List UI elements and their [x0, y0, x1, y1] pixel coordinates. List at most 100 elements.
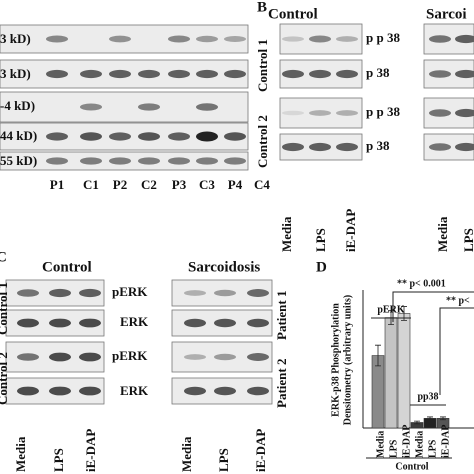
bar [371, 355, 385, 429]
panel-label: B [257, 0, 267, 15]
blot-band [80, 103, 102, 111]
blot-band [455, 108, 474, 118]
blot-band [455, 34, 474, 44]
significance-bracket [392, 291, 474, 322]
blot-band [138, 69, 160, 79]
blot-band [282, 142, 304, 152]
lane-label: Media [13, 436, 28, 472]
annotation: ** p< 0.001 [397, 278, 446, 289]
blot-band [309, 35, 331, 43]
lane-label: C1 [83, 177, 99, 192]
blot-band [184, 318, 206, 328]
lane-label: P3 [172, 177, 187, 192]
band-label: 3 kD) [0, 31, 31, 46]
blot-band [79, 352, 101, 362]
x-tick-label: LPS [427, 439, 438, 458]
blot-band [247, 353, 269, 361]
blot-band [247, 318, 269, 328]
lane-label: LPS [51, 448, 66, 472]
row-label: Patient 1 [274, 291, 289, 340]
blot-band [336, 36, 358, 42]
blot-band [46, 157, 68, 165]
blot-band [196, 103, 218, 111]
series-label: pERK [377, 304, 404, 315]
bar [384, 317, 398, 429]
blot-band [196, 157, 218, 165]
band-label: p 38 [366, 138, 390, 153]
lane-label: P2 [113, 177, 127, 192]
blot-band [214, 353, 236, 361]
row-label: Control 2 [255, 115, 270, 168]
blot-band [309, 69, 331, 79]
error-bar [414, 420, 420, 425]
blot-band [49, 352, 71, 362]
blot-band [224, 157, 246, 165]
group-label: Control [395, 461, 428, 472]
lane-label: P4 [228, 177, 243, 192]
lane-label: P1 [50, 177, 64, 192]
lane-label: Media [279, 216, 294, 252]
blot-band [336, 69, 358, 79]
blot-band [429, 109, 451, 117]
blot-band [196, 69, 218, 79]
panel-label: D [316, 259, 327, 275]
blot-band [309, 110, 331, 116]
blot-band [282, 36, 304, 42]
band-label: 55 kD) [0, 153, 37, 168]
lane-label: C4 [254, 177, 270, 192]
blot-band [282, 69, 304, 79]
blot-band [214, 289, 236, 297]
lane-label: LPS [461, 228, 474, 252]
significance-bracket [439, 307, 474, 395]
row-label: Control 1 [255, 39, 270, 92]
blot-band [429, 70, 451, 78]
blot-band [49, 386, 71, 396]
row-label: Control 1 [0, 282, 10, 335]
blot-band [109, 35, 131, 43]
blot-band [80, 157, 102, 165]
blot-band [336, 110, 358, 116]
blot-band [184, 354, 206, 360]
blot-band [282, 110, 304, 116]
lane-label: C3 [199, 177, 215, 192]
series-label: pp38 [417, 391, 438, 402]
band-label: p p 38 [366, 30, 400, 45]
annotation: ** p< [446, 295, 470, 306]
blot-band [168, 69, 190, 79]
blot-band [109, 69, 131, 79]
blot-band [49, 288, 71, 298]
band-label: pERK [112, 348, 148, 363]
panel-label: C [0, 249, 7, 265]
blot-band [109, 132, 131, 141]
blot-band [109, 157, 131, 165]
lane-label: Media [179, 436, 194, 472]
band-label: 3 kD) [0, 66, 31, 81]
lane-label: iE-DAP [253, 429, 268, 472]
group-label: Control [42, 259, 92, 275]
blot-band [224, 69, 246, 79]
y-axis-label: ERK-p38 Phosphorylation [330, 303, 341, 417]
blot-band [138, 103, 160, 111]
blot-band [168, 35, 190, 43]
group-label: Control [268, 6, 318, 22]
bar [397, 313, 411, 429]
band-label: 44 kD) [0, 128, 37, 143]
blot-band [17, 318, 39, 328]
blot-band [80, 69, 102, 79]
blot-band [79, 288, 101, 298]
lane-label: LPS [216, 448, 231, 472]
y-axis-label: Densitometry (arbitrary units) [342, 295, 353, 426]
band-label: ERK [120, 383, 149, 398]
blot-band [247, 386, 269, 396]
error-bar [427, 416, 433, 421]
blot-band [17, 289, 39, 297]
lane-label: iE-DAP [83, 429, 98, 472]
blot-band [455, 142, 474, 152]
lane-label: iE-DAP [343, 209, 358, 252]
blot-band [17, 353, 39, 361]
blot-band [429, 35, 451, 43]
band-label: ERK [120, 314, 149, 329]
blot-band [80, 132, 102, 141]
blot-band [429, 143, 451, 151]
